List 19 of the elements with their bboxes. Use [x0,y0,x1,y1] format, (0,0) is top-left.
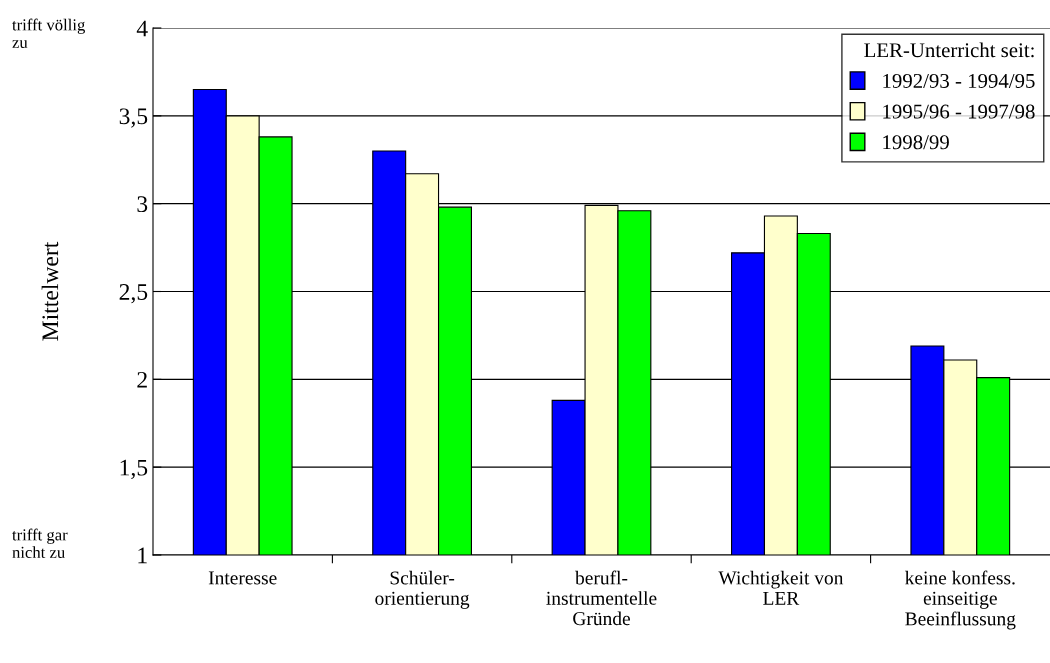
y-tick-label: 2 [137,371,147,388]
y-tick-label: 3 [137,196,148,213]
y-tick-label: 1,5 [120,459,148,479]
x-tick-label: Interesse [208,571,277,585]
y-tick-label: 3,5 [119,108,148,128]
y-axis-title: Mittelwert [41,241,59,341]
x-tick-label: Wichtigkeit von LER [718,570,844,605]
legend-label: 1998/99 [883,135,949,150]
legend-title: LER-Unterricht seit: [864,42,1034,58]
text: trifft gar nicht zu [12,528,68,558]
y-tick-label: 1 [138,547,147,564]
legend-label: 1995/96 - 1997/98 [883,104,1035,119]
y-tick-label: 2,5 [119,284,148,304]
x-tick-label: berufl- instrumentelle Gründe [546,570,657,626]
legend-label: 1992/93 - 1994/95 [883,73,1035,88]
text: trifft völlig zu [12,18,85,48]
y-tick-label: 4 [136,20,148,37]
x-tick-label: keine konfess. einseitige Beeinflussung [905,570,1016,630]
x-tick-label: Schüler- orientierung [375,570,470,609]
